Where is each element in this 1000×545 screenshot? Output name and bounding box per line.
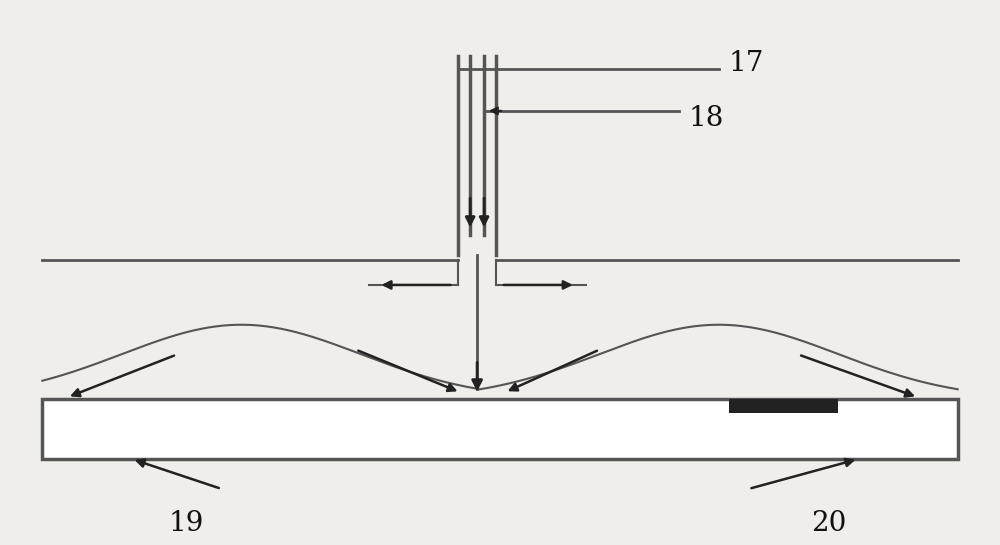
Text: 19: 19 [169, 510, 204, 537]
Bar [729, 399, 838, 413]
Text: 20: 20 [811, 510, 846, 537]
Bar [42, 399, 958, 459]
Text: 18: 18 [689, 105, 724, 132]
Text: 17: 17 [729, 50, 764, 77]
